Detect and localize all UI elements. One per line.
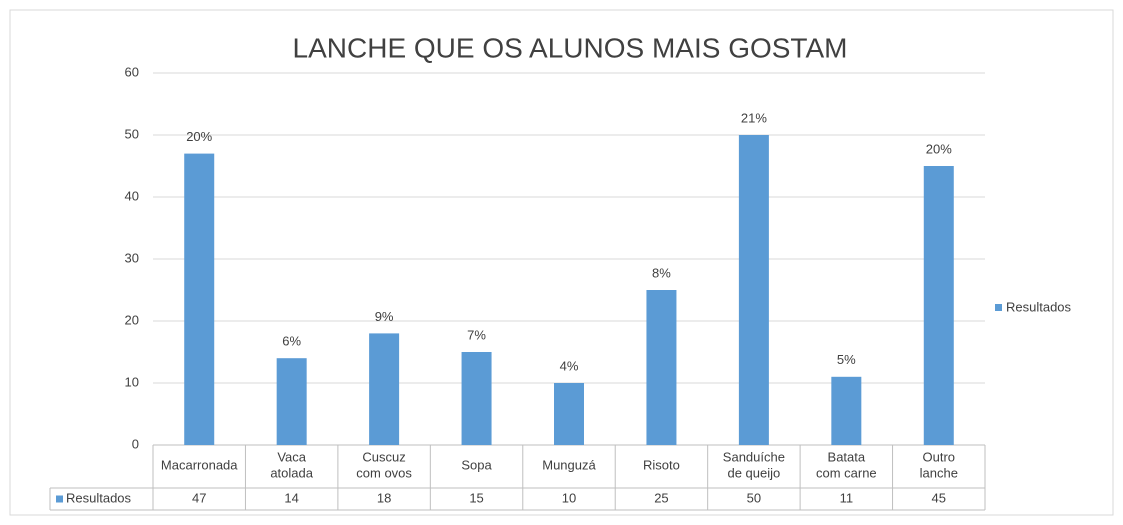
data-label: 8% — [652, 265, 671, 280]
table-value: 10 — [562, 490, 576, 505]
legend-swatch — [995, 304, 1002, 311]
table-value: 11 — [840, 490, 854, 505]
x-tick-label: Sanduíche de queijo — [723, 450, 785, 481]
table-series-name: Resultados — [66, 490, 132, 505]
bar — [738, 135, 769, 445]
bar — [923, 166, 954, 445]
bar — [461, 352, 492, 445]
y-tick-label: 50 — [125, 126, 139, 141]
data-label: 6% — [282, 334, 301, 349]
y-tick-label: 40 — [125, 188, 139, 203]
table-value: 14 — [284, 490, 298, 505]
y-tick-label: 0 — [132, 436, 139, 451]
bar — [646, 290, 677, 445]
y-tick-label: 20 — [125, 312, 139, 327]
data-label: 21% — [741, 110, 767, 125]
x-tick-label: Cuscuz com ovos — [356, 450, 412, 481]
data-label: 4% — [560, 358, 579, 373]
table-value: 47 — [192, 490, 206, 505]
bar — [276, 358, 307, 445]
bar — [369, 333, 400, 445]
data-label: 7% — [467, 327, 486, 342]
table-value: 15 — [469, 490, 483, 505]
y-tick-label: 10 — [125, 374, 139, 389]
table-value: 18 — [377, 490, 391, 505]
x-tick-label: Outro lanche — [920, 450, 958, 481]
x-tick-label: Macarronada — [161, 458, 238, 473]
bar — [831, 376, 862, 445]
bar — [554, 383, 584, 445]
table-value: 25 — [654, 490, 668, 505]
table-value: 45 — [932, 490, 946, 505]
x-tick-label: Sopa — [461, 458, 492, 473]
bar — [184, 153, 215, 445]
x-tick-label: Munguzá — [542, 458, 596, 473]
x-tick-label: Vaca atolada — [270, 450, 313, 481]
data-label: 5% — [837, 352, 856, 367]
x-tick-label: Risoto — [643, 458, 680, 473]
data-label: 9% — [375, 309, 394, 324]
y-tick-label: 60 — [125, 64, 139, 79]
table-legend-swatch — [56, 495, 63, 503]
y-tick-label: 30 — [125, 250, 139, 265]
legend-label: Resultados — [1006, 299, 1072, 314]
data-label: 20% — [186, 129, 212, 144]
data-label: 20% — [926, 141, 952, 156]
x-tick-label: Batata com carne — [816, 450, 877, 481]
table-value: 50 — [747, 490, 761, 505]
chart-title: LANCHE QUE OS ALUNOS MAIS GOSTAM — [293, 32, 848, 63]
